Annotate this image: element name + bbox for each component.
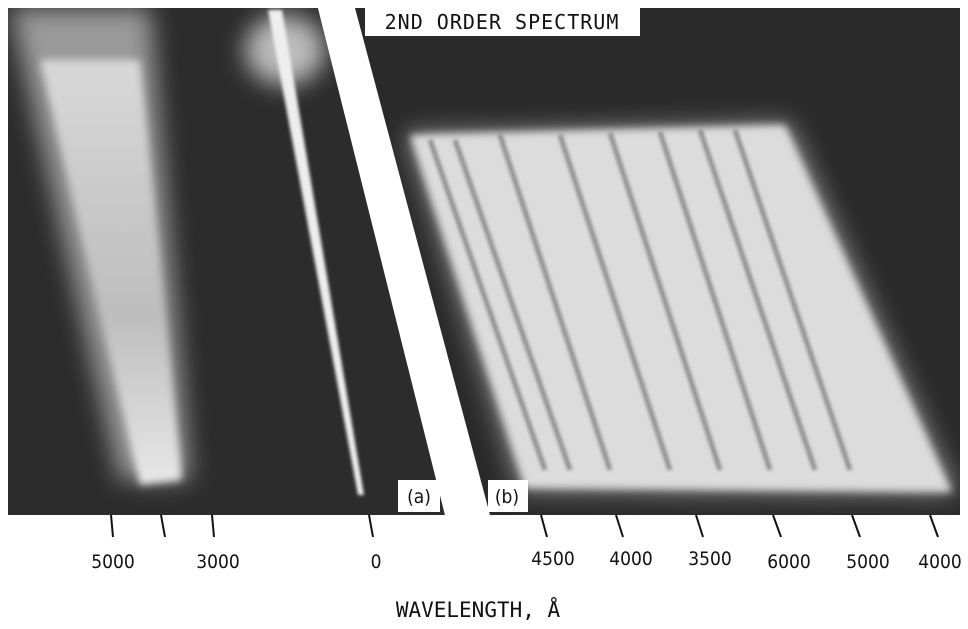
tick-label: 3500 [688,548,732,570]
tick-label: 4000 [609,548,653,570]
figure: 2ND ORDER SPECTRUM (a) (b) 5000 3000 0 4… [0,0,968,629]
title: 2ND ORDER SPECTRUM [385,10,620,34]
panel-label: (b) [495,486,519,508]
tick-marks [111,515,938,537]
tick-label: 5000 [91,551,135,573]
tick-label: 4500 [531,548,575,570]
tick-label: 0 [371,551,382,573]
axis-label: WAVELENGTH, Å [396,596,561,622]
tick-label: 3000 [196,551,240,573]
tick-label: 5000 [846,551,890,573]
tick-label: 4000 [918,551,962,573]
tick-label: 6000 [767,551,811,573]
panel-label: (a) [407,486,431,508]
